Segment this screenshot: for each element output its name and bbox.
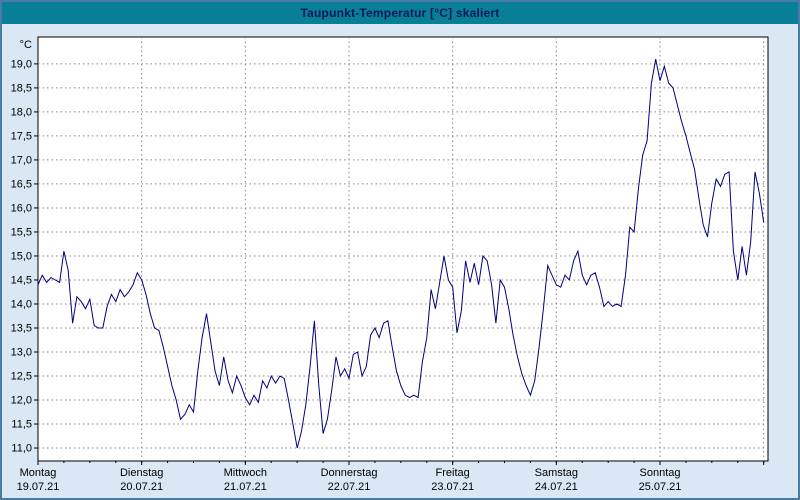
y-tick-label: 18,5 xyxy=(11,82,32,94)
x-date-label: 19.07.21 xyxy=(17,481,60,493)
x-day-label: Dienstag xyxy=(120,467,163,479)
x-date-label: 23.07.21 xyxy=(431,481,474,493)
x-date-label: 20.07.21 xyxy=(120,481,163,493)
y-tick-label: 13,5 xyxy=(11,323,32,335)
x-day-label: Donnerstag xyxy=(321,467,378,479)
y-tick-label: 15,5 xyxy=(11,226,32,238)
y-tick-label: 13,0 xyxy=(11,347,32,359)
x-date-label: 24.07.21 xyxy=(535,481,578,493)
y-tick-label: 11,0 xyxy=(11,443,32,455)
y-tick-label: 12,5 xyxy=(11,371,32,383)
x-day-label: Freitag xyxy=(436,467,470,479)
y-axis-unit: °C xyxy=(20,39,32,51)
dewpoint-line xyxy=(37,59,765,449)
x-date-label: 25.07.21 xyxy=(639,481,682,493)
y-tick-label: 16,0 xyxy=(11,202,32,214)
x-day-label: Sonntag xyxy=(640,467,681,479)
x-day-label: Samstag xyxy=(535,467,578,479)
y-tick-label: 12,0 xyxy=(11,395,32,407)
x-date-label: 22.07.21 xyxy=(328,481,371,493)
x-date-label: 21.07.21 xyxy=(224,481,267,493)
y-tick-label: 15,0 xyxy=(11,250,32,262)
chart-title: Taupunkt-Temperatur [°C] skaliert xyxy=(300,6,500,20)
plot-area xyxy=(37,36,769,462)
dewpoint-chart: 11,0 11,5 12,0 12,5 13,0 13,5 14,0 14,5 15,0 15,5… xyxy=(11,36,769,493)
x-day-label: Montag xyxy=(20,467,57,479)
y-tick-label: 17,5 xyxy=(11,130,32,142)
y-tick-label: 18,0 xyxy=(11,106,32,118)
y-tick-label: 14,0 xyxy=(11,299,32,311)
y-tick-label: 19,0 xyxy=(11,58,32,70)
y-tick-label: 11,5 xyxy=(11,419,32,431)
y-tick-label: 14,5 xyxy=(11,274,32,286)
y-tick-label: 16,5 xyxy=(11,178,32,190)
y-tick-label: 17,0 xyxy=(11,154,32,166)
x-day-label: Mittwoch xyxy=(224,467,267,479)
chart-title-bar: Taupunkt-Temperatur [°C] skaliert xyxy=(2,2,798,24)
